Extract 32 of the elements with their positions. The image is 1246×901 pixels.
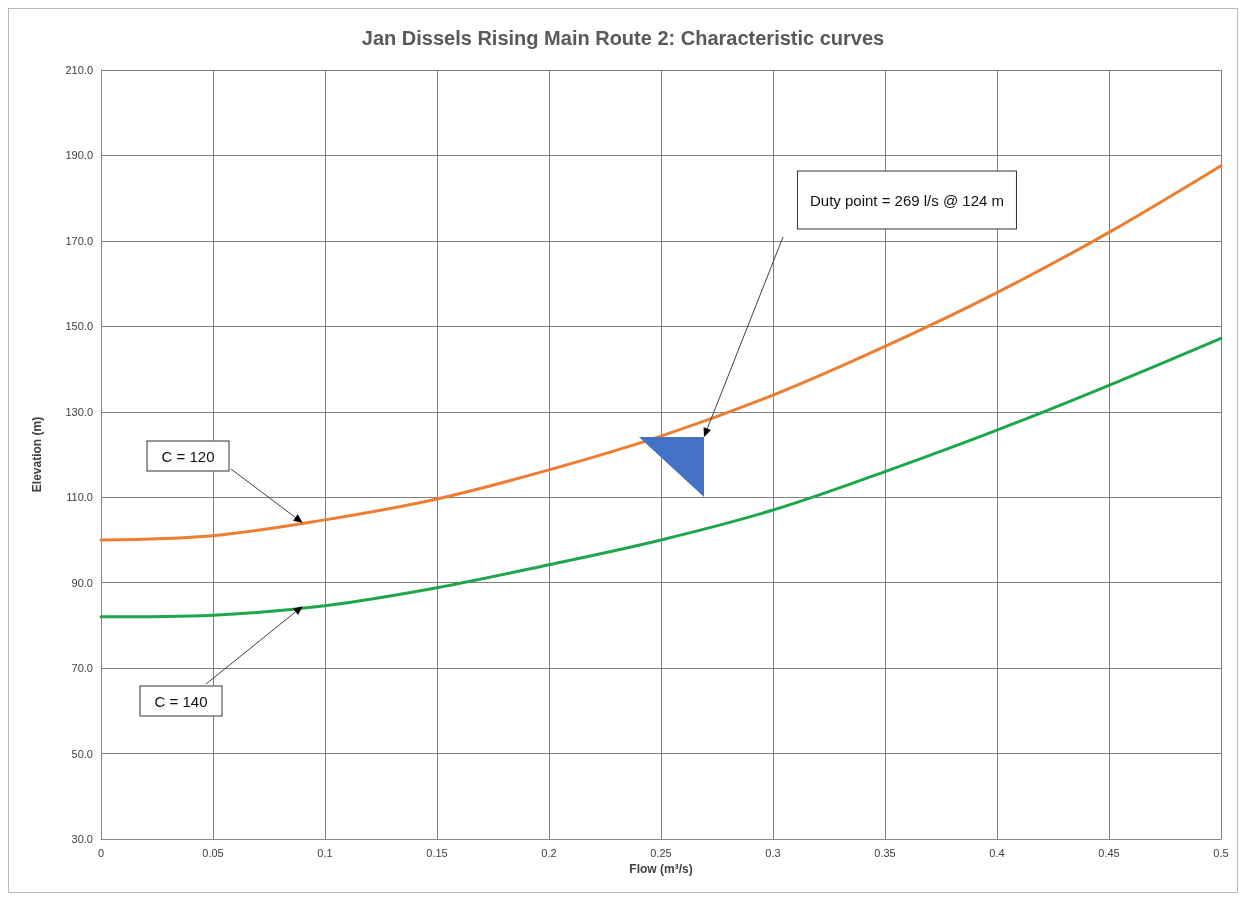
x-tick-label: 0.05: [202, 846, 224, 859]
y-tick-label: 170.0: [65, 234, 93, 247]
callout-box: C = 140: [139, 685, 223, 717]
x-tick-label: 0.2: [541, 846, 557, 859]
y-tick-label: 90.0: [71, 576, 93, 589]
line-series: [99, 336, 1223, 619]
y-tick-label: 30.0: [71, 833, 93, 845]
y-tick-label: 50.0: [71, 747, 93, 760]
x-tick-label: 0.1: [317, 846, 333, 859]
x-tick-label: 0.35: [874, 846, 896, 859]
y-tick-label: 110.0: [66, 491, 93, 504]
y-tick-label: 130.0: [65, 405, 93, 418]
x-tick-label: 0: [97, 846, 105, 859]
x-tick-label: 0.25: [650, 846, 672, 859]
y-tick-label: 70.0: [71, 662, 93, 675]
y-axis-title: Elevation (m): [30, 416, 44, 493]
callout-box: Duty point = 269 l/s @ 124 m: [796, 170, 1018, 230]
callout-box: C = 120: [146, 440, 230, 472]
chart-title: Jan Dissels Rising Main Route 2: Characteristic curves: [361, 27, 885, 49]
x-tick-label: 0.15: [426, 846, 448, 859]
y-tick-label: 150.0: [65, 320, 93, 333]
y-tick-label: 210.0: [65, 64, 93, 76]
line-series: [99, 164, 1223, 542]
x-tick-label: 0.3: [765, 846, 781, 859]
x-tick-label: 0.4: [989, 846, 1005, 859]
annotation: C = 120: [161, 447, 215, 465]
y-tick-label: 190.0: [65, 149, 93, 162]
x-tick-label: 0.45: [1098, 846, 1120, 859]
x-axis-title: Flow (m³/s): [629, 862, 693, 876]
annotation: Duty point = 269 l/s @ 124 m: [809, 191, 1005, 209]
x-tick-label: 0.5: [1213, 846, 1229, 859]
annotation: C = 140: [154, 692, 208, 710]
